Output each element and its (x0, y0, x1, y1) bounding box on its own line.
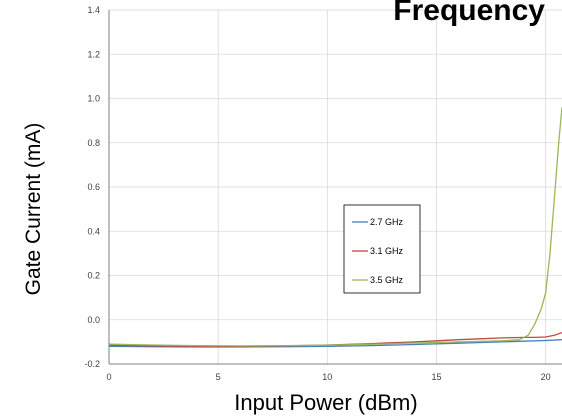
x-tick-label: 5 (216, 372, 221, 382)
legend-label: 3.5 GHz (370, 275, 404, 285)
y-tick-label: 0.2 (87, 271, 100, 281)
legend-label: 3.1 GHz (370, 246, 404, 256)
y-tick-label: -0.2 (84, 359, 100, 369)
chart-title: Frequency (393, 0, 545, 27)
x-tick-label: 15 (431, 372, 441, 382)
y-tick-label: 0.4 (87, 226, 100, 236)
legend-label: 2.7 GHz (370, 217, 404, 227)
x-tick-label: 20 (541, 372, 551, 382)
series-line-3-5-ghz (108, 107, 562, 347)
legend: 2.7 GHz 3.1 GHz 3.5 GHz (343, 204, 421, 294)
x-tick-label: 10 (322, 372, 332, 382)
x-axis-title: Input Power (dBm) (234, 390, 417, 415)
y-tick-label: 1.2 (87, 49, 100, 59)
axes: -0.2 0.0 0.2 0.4 0.6 0.8 1.0 1.2 1.4 0 5 10 15 20 (84, 5, 562, 382)
y-tick-label: 0.0 (87, 315, 100, 325)
series-lines (108, 107, 562, 348)
grid (109, 9, 562, 364)
y-tick-label: 1.0 (87, 94, 100, 104)
y-tick-label: 1.4 (87, 5, 100, 15)
series-line-2-7-ghz (108, 339, 562, 348)
x-tick-label: 0 (106, 372, 111, 382)
legend-box (343, 204, 421, 294)
y-axis-title: Gate Current (mA) (22, 123, 45, 296)
y-tick-label: 0.6 (87, 182, 100, 192)
y-tick-label: 0.8 (87, 138, 100, 148)
